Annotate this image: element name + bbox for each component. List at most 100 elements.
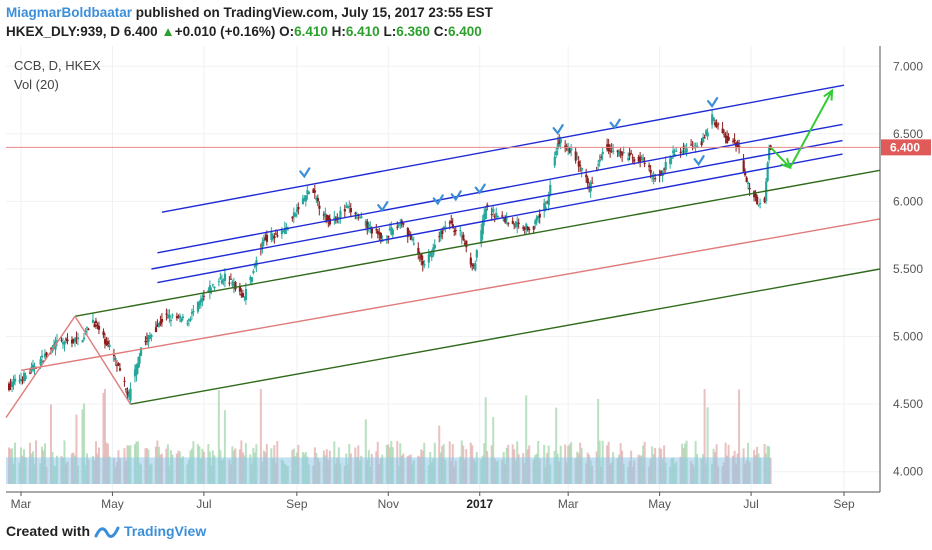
candle [60, 339, 63, 341]
footer: Created with TradingView [0, 514, 932, 550]
volume-bar [223, 410, 226, 484]
candle [664, 161, 667, 171]
candle [108, 344, 111, 348]
projection-arrow [769, 146, 791, 169]
candle [460, 236, 463, 238]
trend-line [130, 268, 881, 405]
candle [55, 340, 59, 342]
chart-header: MiagmarBoldbaatar published on TradingVi… [0, 0, 932, 46]
candle [91, 319, 95, 323]
candle [84, 330, 87, 333]
candle [223, 273, 227, 282]
candle [9, 383, 12, 387]
candle [525, 223, 528, 229]
trend-line [157, 153, 843, 284]
candle [22, 373, 26, 381]
candle [703, 137, 706, 139]
candle [672, 150, 675, 154]
candle [66, 339, 69, 342]
candle [229, 278, 233, 280]
candle [459, 230, 462, 232]
candle [522, 227, 525, 229]
candle [474, 263, 477, 271]
close-value: 6.400 [448, 24, 482, 39]
trend-line [74, 169, 881, 317]
candle [315, 198, 318, 200]
candle [763, 198, 766, 203]
candle [577, 161, 580, 167]
candle [559, 139, 562, 143]
candle [412, 243, 415, 245]
candle [427, 254, 430, 263]
candle [19, 378, 23, 381]
candle [648, 165, 651, 168]
author-link[interactable]: MiagmarBoldbaatar [6, 5, 133, 20]
candle [114, 357, 117, 360]
candle [507, 223, 510, 225]
price-axis [880, 46, 932, 514]
candle [253, 263, 257, 267]
candle [538, 213, 541, 218]
candle [630, 153, 633, 155]
volume-bar [102, 392, 105, 484]
candle [348, 205, 351, 207]
candle [693, 147, 696, 149]
candle [391, 229, 394, 235]
candle [492, 208, 495, 213]
volume-bar [259, 389, 262, 484]
tradingview-brand[interactable]: TradingView [124, 523, 207, 539]
candle [333, 217, 336, 220]
candle [64, 338, 68, 340]
candle [486, 204, 489, 207]
candle [106, 341, 110, 345]
candle [586, 178, 589, 184]
price-chart[interactable]: 4.000 4.500 5.000 5.500 6.000 6.500 7.000 6.400… [0, 46, 932, 514]
candle [240, 293, 243, 296]
volume-bar [438, 425, 441, 484]
candle [505, 218, 508, 220]
candle [327, 215, 330, 222]
candle [222, 279, 225, 281]
candle [396, 226, 399, 228]
volume-bar [738, 389, 741, 484]
candle [514, 221, 517, 228]
candle [241, 293, 245, 298]
last-price-badge [881, 139, 931, 156]
candle [621, 151, 624, 156]
candle [643, 162, 646, 164]
candle [705, 130, 708, 136]
candle [354, 212, 357, 214]
candle [601, 151, 604, 155]
y-tick-label: 5.000 [893, 330, 923, 344]
x-tick-label: Jul [743, 497, 758, 511]
candle [28, 372, 32, 374]
candle [712, 117, 715, 121]
candle [103, 339, 107, 344]
candle [76, 337, 80, 340]
candle [375, 229, 378, 231]
check-marker-icon [609, 118, 621, 130]
candle [328, 218, 332, 225]
candle [294, 214, 297, 217]
candle [423, 263, 426, 266]
candle [619, 151, 622, 153]
candle [409, 234, 412, 240]
candle [199, 299, 203, 303]
candle [747, 182, 750, 184]
trend-line [5, 315, 76, 419]
candle [150, 334, 153, 337]
candle [292, 212, 296, 217]
candle [178, 315, 182, 319]
candle [87, 328, 90, 330]
candle [307, 191, 311, 195]
y-tick-label: 6.000 [893, 194, 923, 208]
candle [397, 224, 400, 226]
candle [376, 231, 379, 234]
candle [322, 214, 326, 216]
candle [123, 380, 126, 382]
candle [679, 152, 682, 154]
close-label: C: [433, 24, 449, 39]
candle [244, 288, 248, 300]
candle [640, 157, 643, 159]
x-tick-label: Mar [558, 497, 579, 511]
